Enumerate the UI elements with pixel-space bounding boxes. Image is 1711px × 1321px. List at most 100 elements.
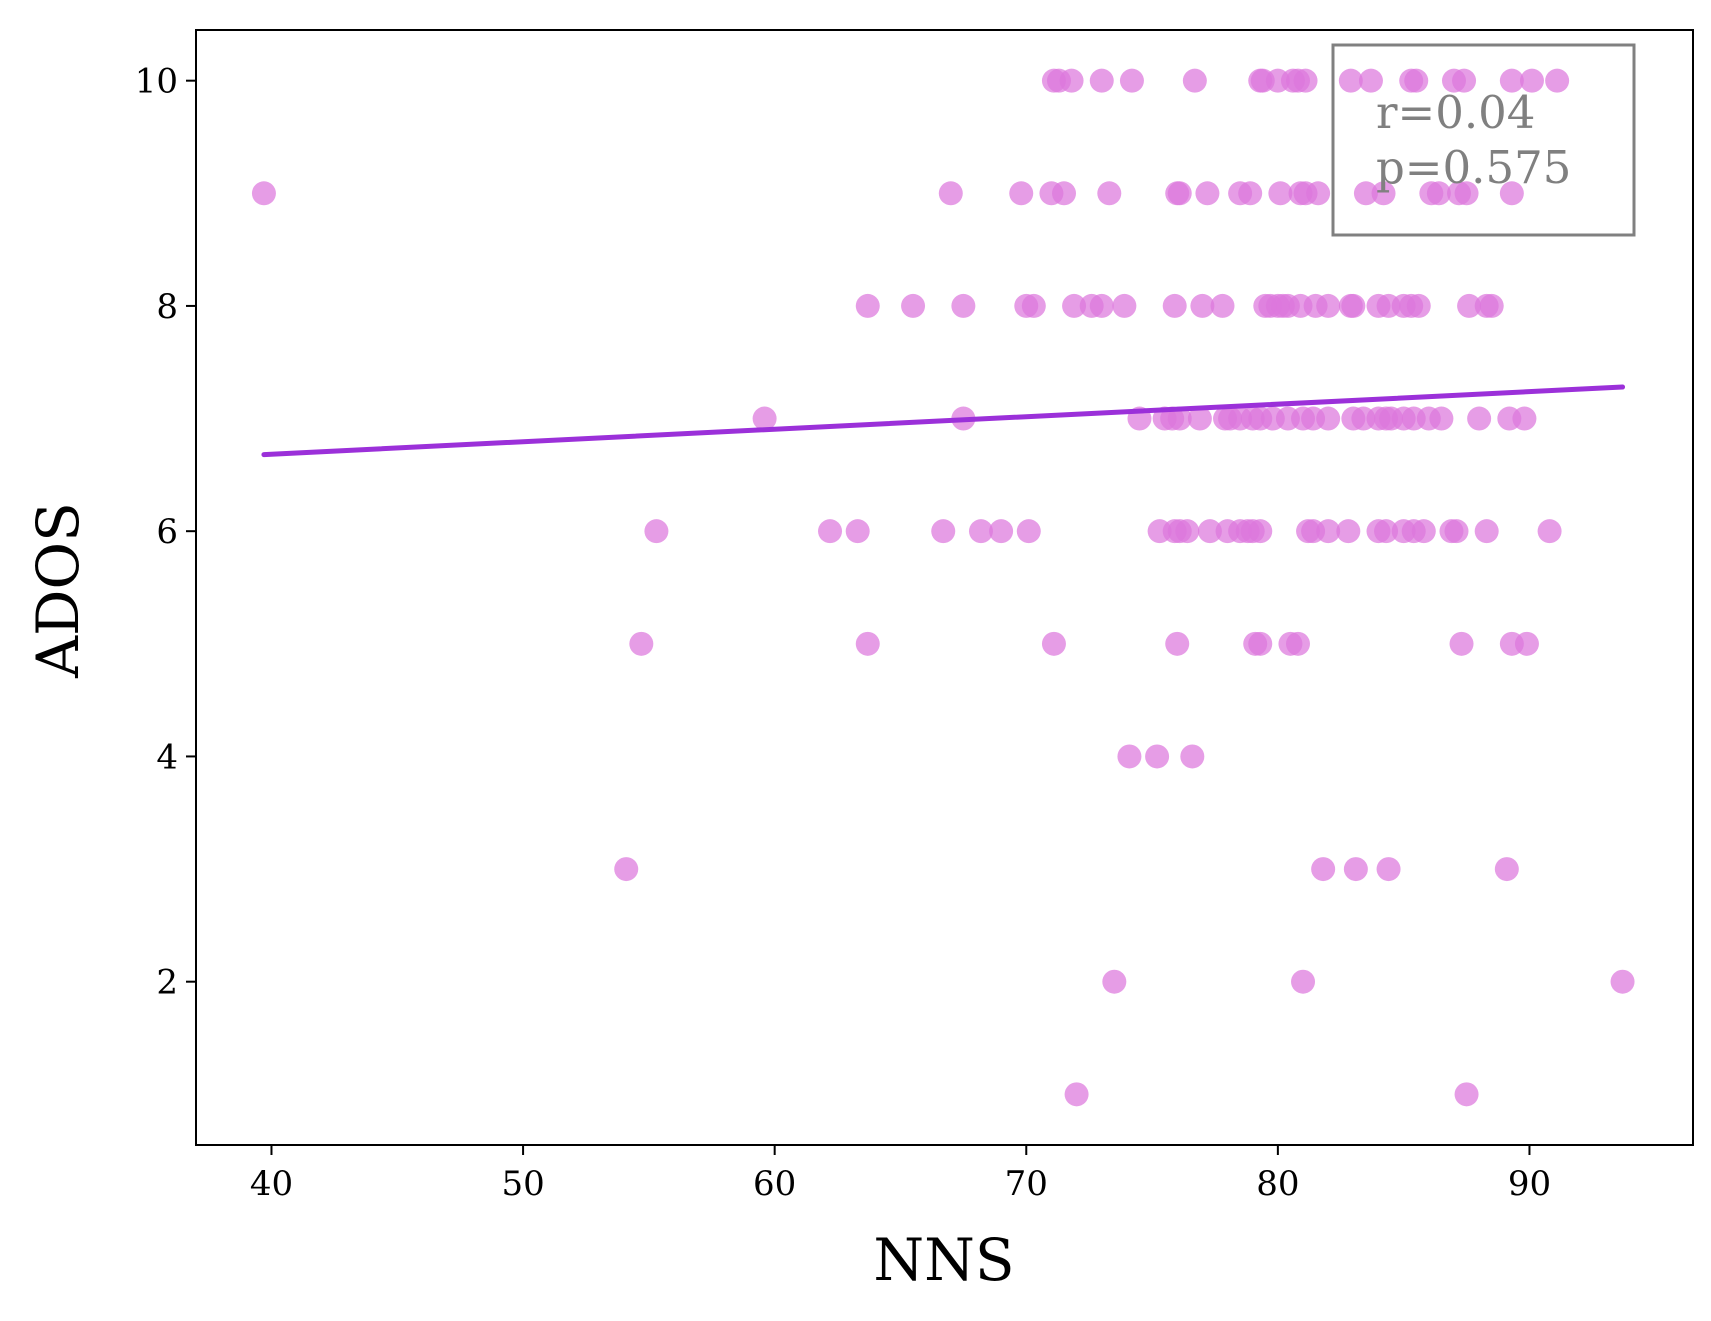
data-point [1268,181,1293,206]
x-tick-label: 70 [1005,1164,1048,1204]
data-point [1467,406,1492,431]
data-point [1167,181,1192,206]
data-point [1064,1082,1089,1107]
data-point [1187,406,1212,431]
data-point [1210,293,1235,318]
data-point [251,181,276,206]
x-tick-label: 90 [1508,1164,1551,1204]
x-axis-label: NNS [873,1226,1014,1294]
data-point [1338,68,1363,93]
data-point [1119,68,1144,93]
y-tick-label: 8 [156,287,178,327]
data-point [1474,519,1499,544]
data-point [1162,293,1187,318]
data-point [614,857,639,882]
data-point [1182,68,1207,93]
data-point [1165,631,1190,656]
plot-frame [195,29,1694,1146]
data-point [1195,181,1220,206]
x-tick-label: 40 [250,1164,293,1204]
correlation-p-text: p=0.575 [1376,141,1571,194]
data-point [1374,519,1399,544]
data-point [1311,857,1336,882]
data-point [1454,181,1479,206]
data-point [1293,68,1318,93]
x-axis-ticks: 40 50 60 70 80 90 [250,1145,1551,1204]
data-point [1514,631,1539,656]
data-point [1041,631,1066,656]
data-point [1117,744,1142,769]
data-point [1009,181,1034,206]
data-point [1016,519,1041,544]
data-point [1102,969,1127,994]
y-tick-label: 6 [156,512,178,552]
data-point [1197,519,1222,544]
data-point [901,293,926,318]
data-point [855,631,880,656]
data-point [1371,181,1396,206]
data-point [1610,969,1635,994]
data-point [1336,519,1361,544]
x-tick-label: 50 [501,1164,544,1204]
data-point [818,519,843,544]
data-point [1316,406,1341,431]
data-point [931,519,956,544]
y-tick-label: 2 [156,963,178,1003]
data-point [1190,293,1215,318]
data-point [1411,519,1436,544]
data-point [1175,519,1200,544]
data-point [1112,293,1137,318]
plot-area [196,30,1693,1145]
x-tick-label: 60 [753,1164,796,1204]
data-point [1376,857,1401,882]
data-point [1353,181,1378,206]
data-point [629,631,654,656]
data-point [1089,293,1114,318]
data-point [1089,68,1114,93]
data-point [1499,68,1524,93]
data-point [1457,293,1482,318]
y-tick-label: 4 [156,737,178,777]
data-point [1358,68,1383,93]
data-point [1454,1082,1479,1107]
data-point [989,519,1014,544]
data-point [1238,181,1263,206]
data-point [1545,68,1570,93]
data-point [1059,68,1084,93]
data-point [1449,631,1474,656]
data-point [1021,293,1046,318]
data-point [855,293,880,318]
data-point [1494,857,1519,882]
data-point [1479,293,1504,318]
data-point [951,293,976,318]
data-point [1499,181,1524,206]
regression-line [261,384,1626,458]
data-point [1316,519,1341,544]
data-point [1404,68,1429,93]
data-point [1248,631,1273,656]
data-point [1306,181,1331,206]
data-point [1248,519,1273,544]
data-point [1285,631,1310,656]
data-point [1426,181,1451,206]
data-point [1052,181,1077,206]
data-point [1444,519,1469,544]
data-point [1316,293,1341,318]
y-axis-label: ADOS [24,502,92,679]
x-tick-label: 80 [1256,1164,1299,1204]
y-axis-ticks: 2 4 6 8 10 [135,62,196,1003]
data-point [752,406,777,431]
data-point [644,519,669,544]
data-point [1180,744,1205,769]
data-point [1512,406,1537,431]
data-point [1452,68,1477,93]
y-tick-label: 10 [135,62,178,102]
data-points [251,68,1635,1107]
data-point [1062,293,1087,318]
data-point [1537,519,1562,544]
data-point [1341,293,1366,318]
stats-annotation-box [1331,43,1636,237]
data-point [1343,857,1368,882]
data-point [845,519,870,544]
data-point [1167,406,1192,431]
